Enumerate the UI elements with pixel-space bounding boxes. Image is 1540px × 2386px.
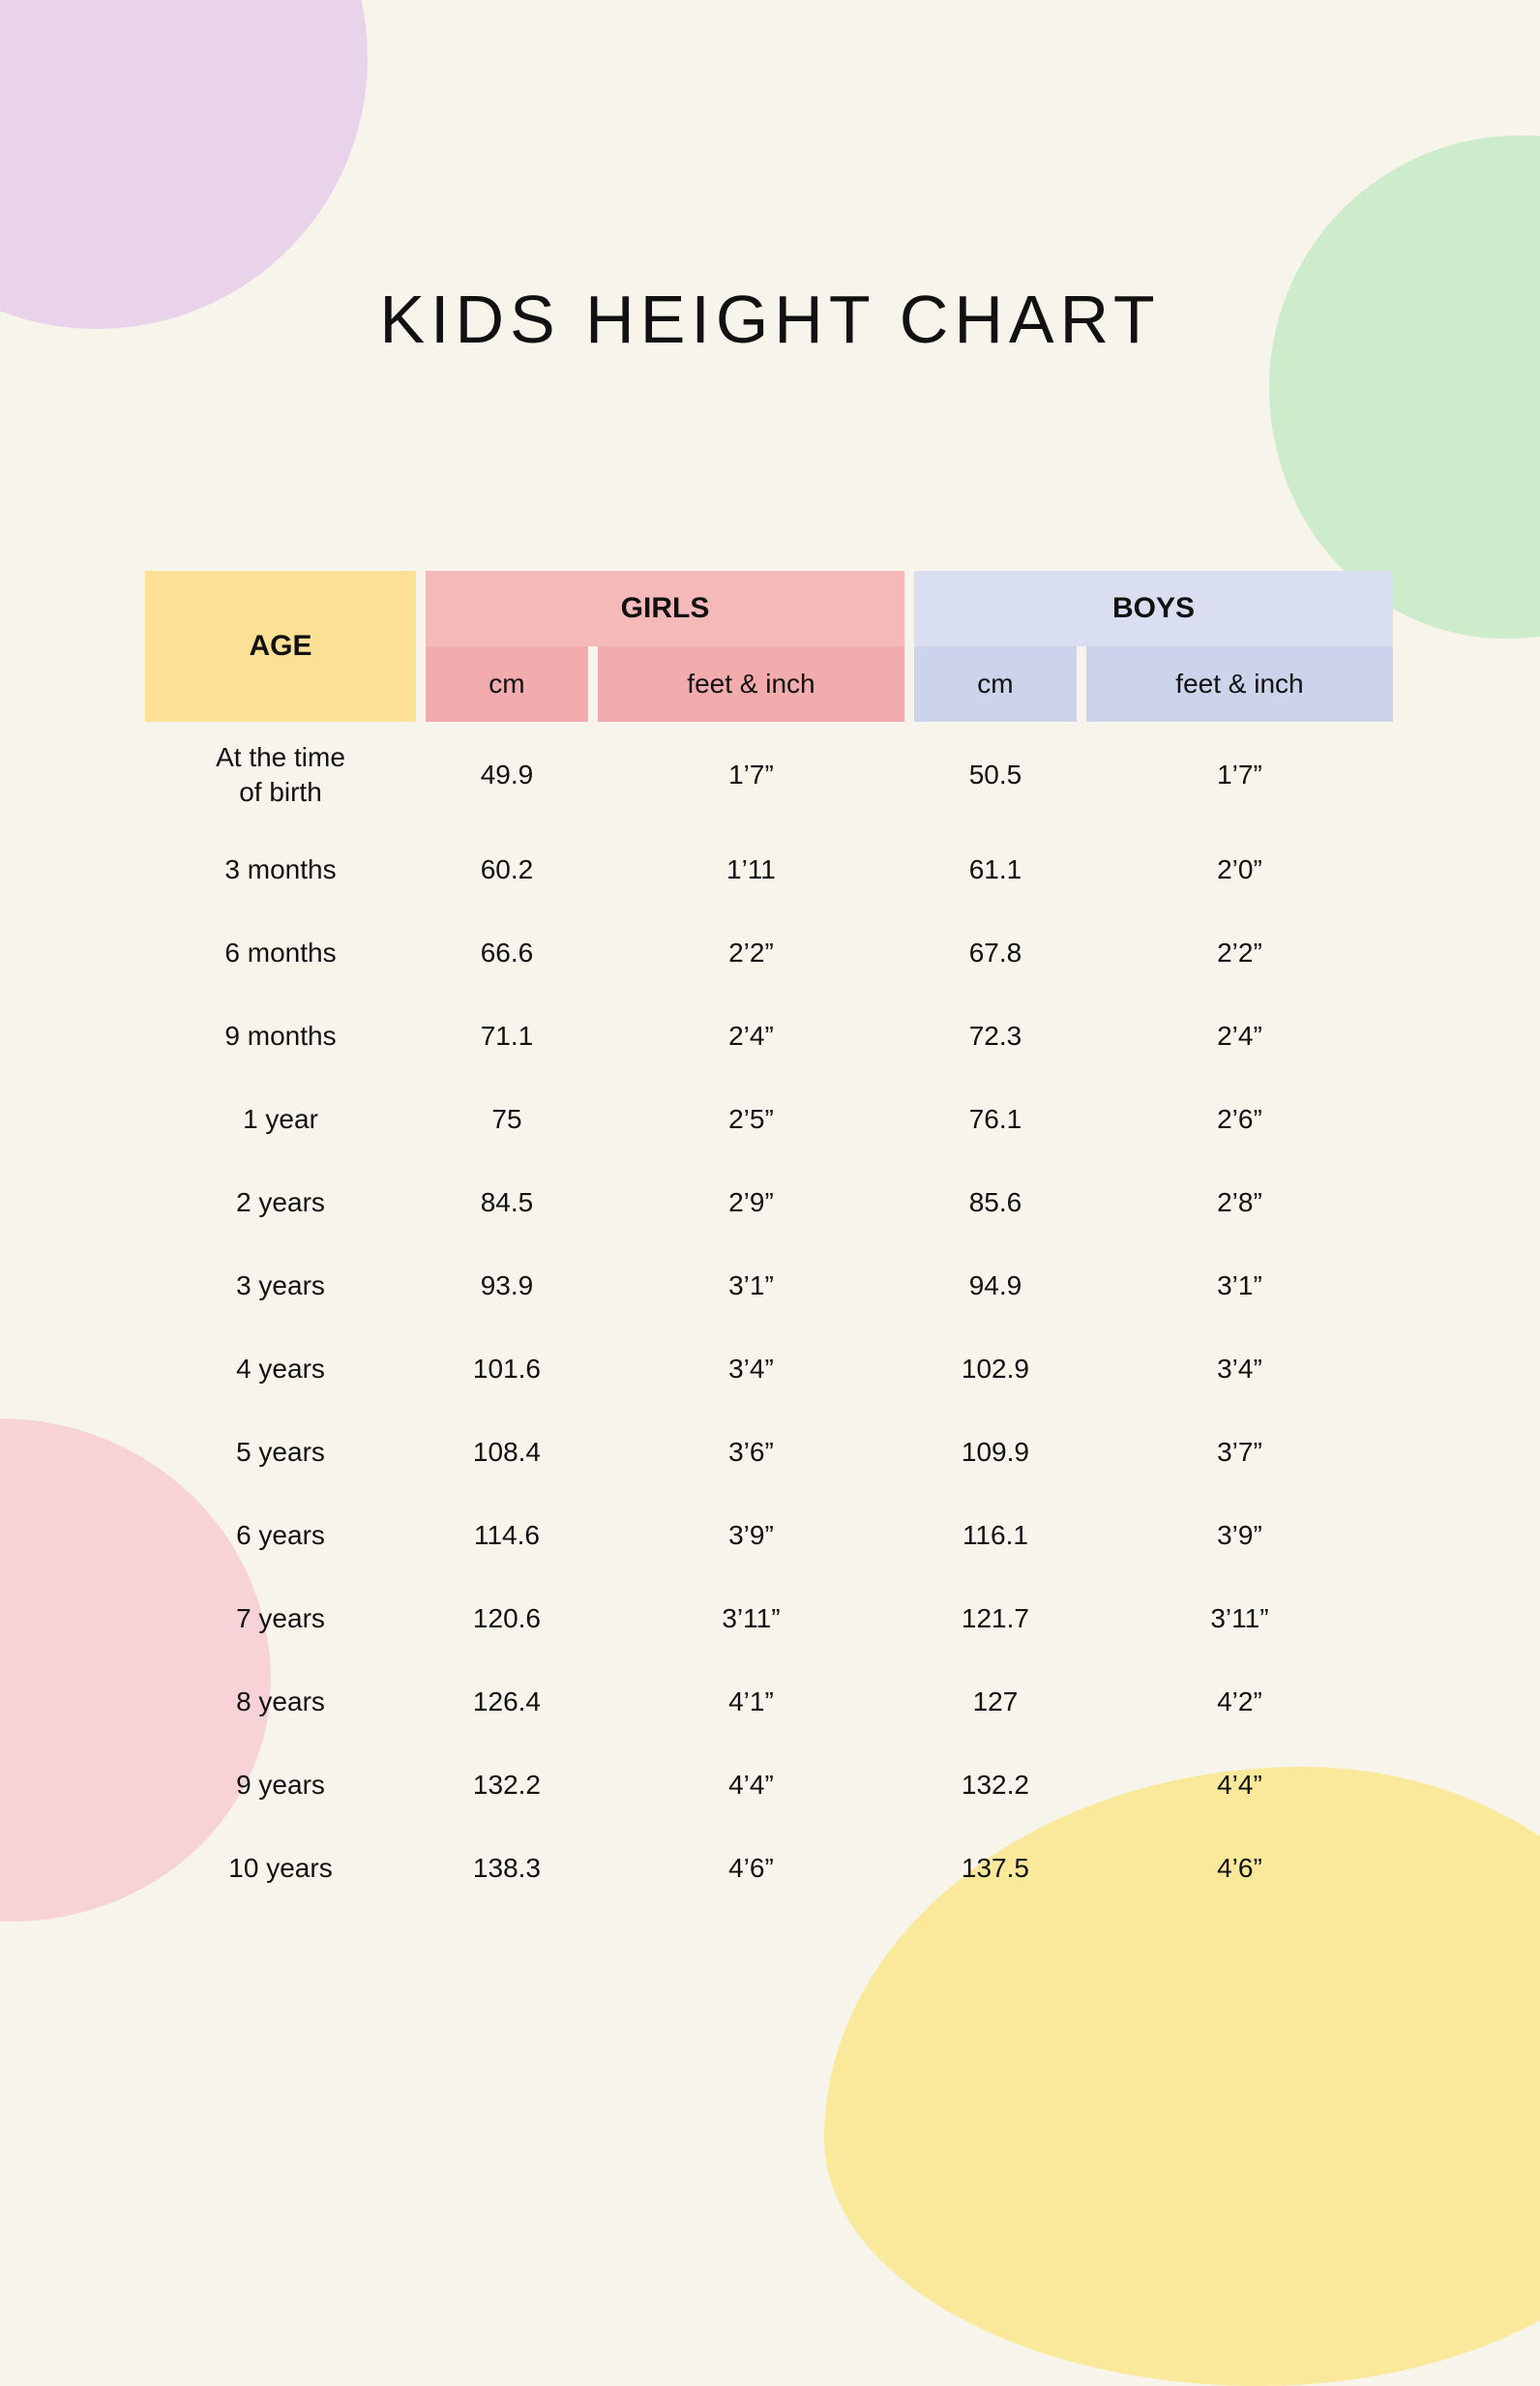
table-row: 1 year752’5”76.12’6” [145, 1078, 1393, 1161]
cell-girls-cm: 75 [426, 1078, 588, 1161]
cell-boys-fi: 2’4” [1086, 995, 1393, 1078]
cell-boys-cm: 137.5 [914, 1827, 1077, 1910]
cell-age: 6 years [145, 1494, 416, 1577]
cell-girls-cm: 120.6 [426, 1577, 588, 1660]
cell-boys-fi: 3’11” [1086, 1577, 1393, 1660]
cell-boys-cm: 72.3 [914, 995, 1077, 1078]
cell-girls-fi: 3’11” [598, 1577, 904, 1660]
cell-girls-fi: 3’4” [598, 1327, 904, 1411]
cell-girls-cm: 66.6 [426, 911, 588, 995]
cell-boys-cm: 102.9 [914, 1327, 1077, 1411]
cell-girls-fi: 3’9” [598, 1494, 904, 1577]
decor-blob-top-left [0, 0, 368, 329]
cell-boys-cm: 94.9 [914, 1244, 1077, 1327]
table-body: At the timeof birth49.91’7”50.51’7”3 mon… [145, 722, 1393, 1910]
cell-girls-fi: 2’9” [598, 1161, 904, 1244]
cell-girls-cm: 93.9 [426, 1244, 588, 1327]
cell-girls-fi: 2’5” [598, 1078, 904, 1161]
cell-boys-fi: 2’2” [1086, 911, 1393, 995]
cell-girls-fi: 2’2” [598, 911, 904, 995]
cell-girls-fi: 4’6” [598, 1827, 904, 1910]
cell-girls-fi: 4’4” [598, 1744, 904, 1827]
cell-girls-cm: 101.6 [426, 1327, 588, 1411]
cell-age: 1 year [145, 1078, 416, 1161]
cell-age: 5 years [145, 1411, 416, 1494]
height-table: AGE GIRLS BOYS cm feet & inch cm feet & … [135, 571, 1403, 1910]
cell-girls-cm: 84.5 [426, 1161, 588, 1244]
cell-girls-cm: 132.2 [426, 1744, 588, 1827]
cell-boys-cm: 127 [914, 1660, 1077, 1744]
cell-boys-cm: 76.1 [914, 1078, 1077, 1161]
cell-boys-fi: 2’0” [1086, 828, 1393, 911]
cell-boys-fi: 1’7” [1086, 722, 1393, 828]
table-row: 5 years108.43’6”109.93’7” [145, 1411, 1393, 1494]
header-boys: BOYS [914, 571, 1393, 646]
subheader-boys-fi: feet & inch [1086, 646, 1393, 722]
header-girls: GIRLS [426, 571, 904, 646]
cell-age: 10 years [145, 1827, 416, 1910]
table-row: 3 months60.21’1161.12’0” [145, 828, 1393, 911]
cell-girls-fi: 3’1” [598, 1244, 904, 1327]
cell-boys-cm: 50.5 [914, 722, 1077, 828]
cell-girls-cm: 60.2 [426, 828, 588, 911]
cell-boys-cm: 67.8 [914, 911, 1077, 995]
subheader-girls-fi: feet & inch [598, 646, 904, 722]
cell-boys-fi: 3’9” [1086, 1494, 1393, 1577]
header-age: AGE [145, 571, 416, 722]
cell-age: 3 years [145, 1244, 416, 1327]
cell-boys-fi: 3’7” [1086, 1411, 1393, 1494]
cell-boys-fi: 4’4” [1086, 1744, 1393, 1827]
cell-girls-fi: 4’1” [598, 1660, 904, 1744]
cell-boys-fi: 3’4” [1086, 1327, 1393, 1411]
cell-girls-cm: 138.3 [426, 1827, 588, 1910]
cell-age: 8 years [145, 1660, 416, 1744]
table-row: 9 months71.12’4”72.32’4” [145, 995, 1393, 1078]
cell-girls-fi: 2’4” [598, 995, 904, 1078]
cell-girls-cm: 49.9 [426, 722, 588, 828]
table-row: 6 years114.63’9”116.13’9” [145, 1494, 1393, 1577]
cell-age: 3 months [145, 828, 416, 911]
table-row: 4 years101.63’4”102.93’4” [145, 1327, 1393, 1411]
cell-boys-fi: 4’6” [1086, 1827, 1393, 1910]
cell-boys-cm: 121.7 [914, 1577, 1077, 1660]
cell-girls-fi: 1’11 [598, 828, 904, 911]
table-row: 8 years126.44’1”1274’2” [145, 1660, 1393, 1744]
cell-boys-cm: 132.2 [914, 1744, 1077, 1827]
table-row: At the timeof birth49.91’7”50.51’7” [145, 722, 1393, 828]
cell-age: 4 years [145, 1327, 416, 1411]
cell-boys-cm: 61.1 [914, 828, 1077, 911]
table-row: 3 years93.93’1”94.93’1” [145, 1244, 1393, 1327]
decor-blob-top-right [1269, 135, 1540, 639]
cell-boys-fi: 3’1” [1086, 1244, 1393, 1327]
cell-age: At the timeof birth [145, 722, 416, 828]
subheader-boys-cm: cm [914, 646, 1077, 722]
cell-age: 2 years [145, 1161, 416, 1244]
cell-boys-fi: 4’2” [1086, 1660, 1393, 1744]
cell-girls-cm: 71.1 [426, 995, 588, 1078]
table-row: 2 years84.52’9”85.62’8” [145, 1161, 1393, 1244]
table-row: 6 months66.62’2”67.82’2” [145, 911, 1393, 995]
cell-age: 7 years [145, 1577, 416, 1660]
cell-girls-cm: 114.6 [426, 1494, 588, 1577]
subheader-girls-cm: cm [426, 646, 588, 722]
cell-boys-fi: 2’8” [1086, 1161, 1393, 1244]
page-title: KIDS HEIGHT CHART [0, 281, 1540, 358]
cell-boys-fi: 2’6” [1086, 1078, 1393, 1161]
table-row: 9 years132.24’4”132.24’4” [145, 1744, 1393, 1827]
cell-age: 6 months [145, 911, 416, 995]
cell-boys-cm: 85.6 [914, 1161, 1077, 1244]
cell-age: 9 years [145, 1744, 416, 1827]
cell-girls-fi: 3’6” [598, 1411, 904, 1494]
cell-boys-cm: 109.9 [914, 1411, 1077, 1494]
cell-girls-cm: 108.4 [426, 1411, 588, 1494]
table-row: 7 years120.63’11”121.73’11” [145, 1577, 1393, 1660]
cell-girls-fi: 1’7” [598, 722, 904, 828]
cell-age: 9 months [145, 995, 416, 1078]
table-row: 10 years138.34’6”137.54’6” [145, 1827, 1393, 1910]
cell-girls-cm: 126.4 [426, 1660, 588, 1744]
cell-boys-cm: 116.1 [914, 1494, 1077, 1577]
